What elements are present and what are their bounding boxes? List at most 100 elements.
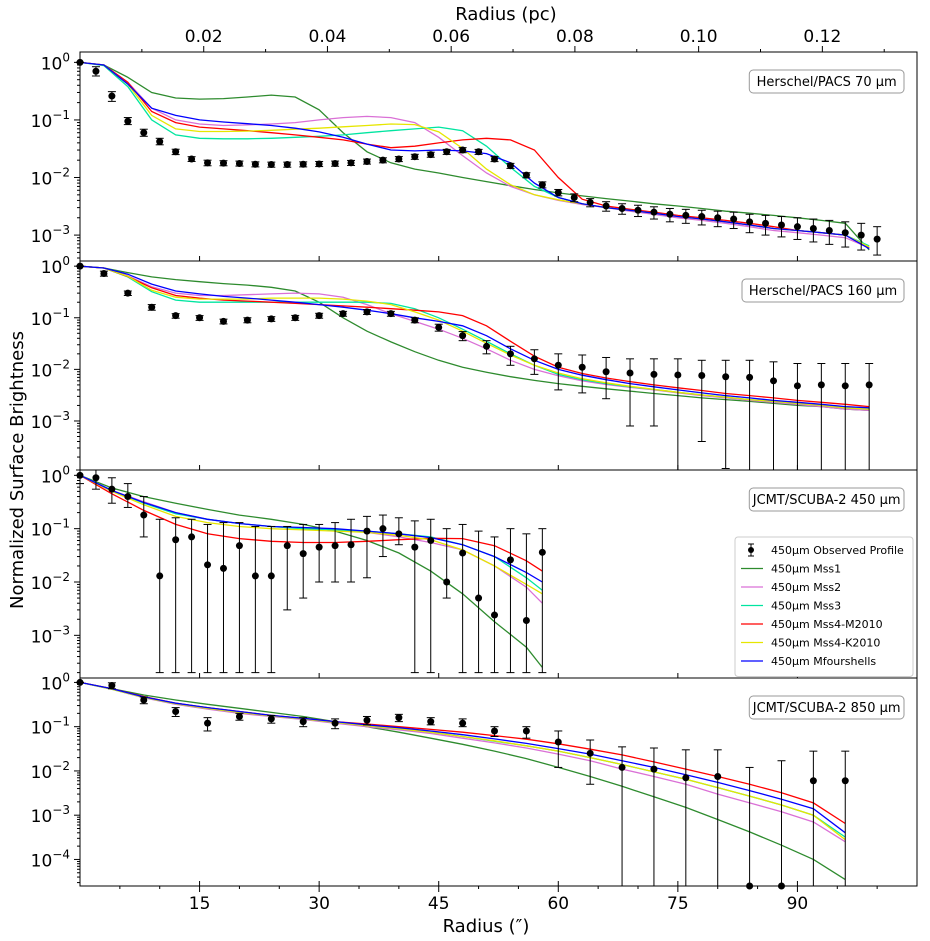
observed-point [427,718,435,726]
x-tick-label: 15 [189,894,211,914]
observed-point [315,160,323,168]
y-tick-label: 10−3 [31,223,70,247]
model-line-mss4-m2010 [79,474,543,572]
observed-point [491,155,499,163]
observed-point [315,312,323,320]
observed-point [538,181,546,189]
observed-point [172,536,180,544]
y-tick-label: 10−3 [31,803,70,827]
observed-point [626,369,634,377]
observed-point [204,561,212,569]
observed-point [363,157,371,165]
observed-point [299,160,307,168]
y-tick-label: 100 [41,670,70,694]
observed-point [714,772,722,780]
observed-point [841,777,849,785]
observed-point [443,148,451,156]
observed-point [873,235,881,243]
observed-point [554,738,562,746]
x-tick-label: 60 [547,894,569,914]
observed-point [219,317,227,325]
observed-point [522,616,530,624]
observed-point [267,161,275,169]
model-line-mss4-m2010 [79,681,846,825]
observed-point [196,314,204,322]
panel-2: 100 10−1 10−2 10−3 Herschel/PACS 160 μm [31,254,918,471]
observed-point [793,223,801,231]
observed-point [762,219,770,227]
observed-point [475,148,483,156]
observed-point [347,159,355,167]
observed-point [427,536,435,544]
observed-point [379,525,387,533]
observed-point [522,171,530,179]
observed-point [76,262,84,270]
y-tick-label: 10−3 [31,409,70,433]
legend-label: 450μm Mss2 [771,581,841,594]
observed-point [235,712,243,720]
x-axis-label: Radius (″) [443,916,530,937]
observed-point [379,156,387,164]
observed-point [459,332,467,340]
y-tick-label: 10−1 [31,108,70,132]
observed-point [156,138,164,146]
observed-point [140,129,148,137]
observed-point [92,67,100,75]
observed-point [251,572,259,580]
legend-label: 450μm Mss1 [771,563,841,576]
observed-point [188,533,196,541]
panels: 100 10−1 10−2 10−3 Herschel/PACS 70 μm 100 10−… [31,50,918,890]
y-tick-label: 100 [41,254,70,278]
y-tick-label: 10−2 [31,357,70,381]
observed-point [124,117,132,125]
x-tick-label: 45 [428,894,450,914]
observed-point [554,361,562,369]
observed-point [427,151,435,159]
observed-point [746,373,754,381]
observed-point [602,368,610,376]
model-line-mss4-m2010 [79,61,870,249]
observed-point [698,213,706,221]
observed-point [443,578,451,586]
observed-point [108,92,116,100]
observed-point [92,474,100,482]
observed-point [299,550,307,558]
top-tick-label: 0.06 [432,27,470,47]
observed-point [363,308,371,316]
y-tick-label: 10−3 [31,623,70,647]
observed-point [267,715,275,723]
observed-point [475,594,483,602]
top-axis: 0.02 0.04 0.06 0.08 0.10 0.12 [141,27,885,52]
model-line-mss1 [79,265,870,412]
observed-point [76,58,84,66]
legend-box [734,536,914,677]
observed-point [140,696,148,704]
panel-title-box [748,487,905,512]
x-tick-label: 90 [787,894,809,914]
observed-point [602,202,610,210]
panel-title: Herschel/PACS 160 μm [749,284,897,299]
y-tick-label: 100 [41,463,70,487]
observed-point [267,315,275,323]
observed-point [363,716,371,724]
observed-point [674,371,682,379]
observed-point [459,719,467,727]
panel-3: 100 10−1 10−2 10−3 JCMT/SCUBA-2 450 μm 450μm … [31,463,918,679]
observed-point [530,355,538,363]
observed-point [730,215,738,223]
top-tick-label: 0.12 [803,27,841,47]
observed-point [865,381,873,389]
observed-point [435,323,443,331]
x-tick-label: 75 [667,894,689,914]
observed-point [777,882,785,890]
observed-point [363,527,371,535]
observed-point [331,160,339,168]
observed-point [204,159,212,167]
observed-point [666,210,674,218]
observed-point [347,541,355,549]
y-axis-label: Normalized Surface Brightness [7,331,28,609]
observed-point [219,159,227,167]
observed-point [156,572,164,580]
observed-point [777,221,785,229]
legend-label: 450μm Mfourshells [771,655,876,668]
